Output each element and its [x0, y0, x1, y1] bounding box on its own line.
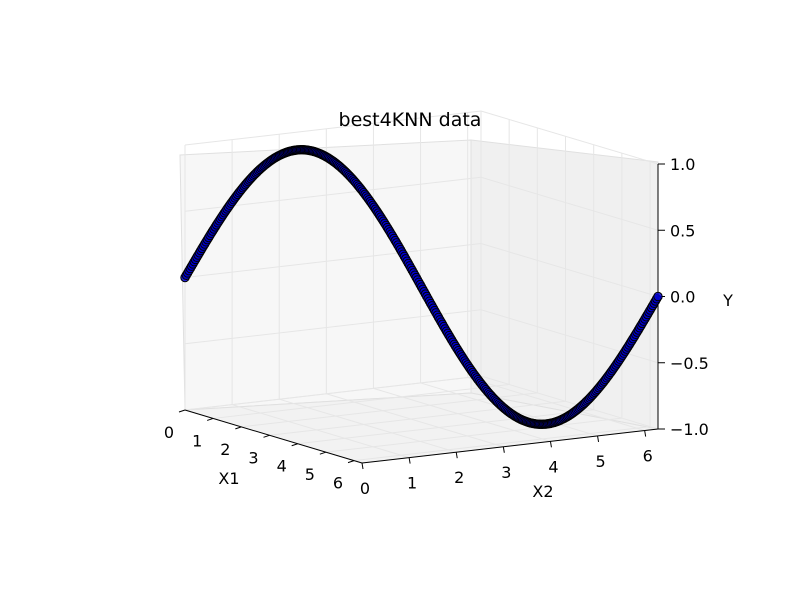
- chart-title: best4KNN data: [339, 109, 482, 131]
- x1-tick-label: 6: [333, 474, 343, 493]
- x2-tick-label: 0: [360, 479, 370, 498]
- x2-tick: [597, 435, 600, 443]
- x1-tick: [319, 451, 327, 455]
- right-wall-grid-line: [480, 243, 659, 297]
- x2-tick-label: 1: [407, 474, 417, 493]
- x1-tick: [291, 443, 298, 447]
- floor-grid-line: [373, 387, 551, 442]
- x1-tick: [263, 434, 270, 438]
- y-tick-label: 0.0: [670, 288, 695, 307]
- x1-axis-label: X1: [218, 469, 239, 488]
- x1-tick-label: 2: [220, 440, 230, 459]
- x2-tick-label: 4: [548, 457, 558, 476]
- x1-tick-label: 5: [305, 465, 315, 484]
- x1-tick-label: 0: [164, 423, 174, 442]
- floor-grid-line: [213, 383, 510, 419]
- data-points: [180, 145, 663, 429]
- right-wall-grid-line: [480, 176, 659, 231]
- x2-tick-label: 5: [595, 452, 605, 471]
- floor-grid-line: [467, 377, 645, 432]
- floor-grid-line: [297, 409, 594, 445]
- x1-tick-label: 4: [277, 457, 287, 476]
- x2-tick: [549, 441, 552, 448]
- right-wall-grid-line: [480, 375, 659, 430]
- floor-grid-line: [325, 417, 622, 453]
- x1-tick-label: 1: [192, 431, 202, 450]
- x1-tick: [235, 426, 242, 430]
- tick-labels: 0 1 2 3 4 5 6 0 1 2 3 4 5 61.00.50.0−0.5−1.0: [164, 155, 709, 498]
- x2-tick: [361, 462, 364, 470]
- left-wall-grid-line: [184, 375, 482, 411]
- data-point: [653, 291, 663, 302]
- x2-axis-line: [361, 428, 659, 464]
- x2-tick: [455, 452, 458, 459]
- y-tick-label: −0.5: [670, 354, 709, 373]
- floor-grid-line: [231, 404, 410, 459]
- left-wall: [179, 139, 472, 411]
- y-tick-label: 0.5: [670, 221, 695, 240]
- x1-tick-label: 3: [248, 448, 258, 467]
- x1-tick: [347, 460, 355, 464]
- left-wall-grid-line: [184, 309, 482, 345]
- left-wall-grid-line: [184, 110, 482, 146]
- x1-tick: [207, 417, 214, 421]
- x2-tick-label: 6: [643, 447, 653, 466]
- y-axis-label: Y: [722, 291, 733, 310]
- y-tick-label: −1.0: [670, 420, 709, 439]
- floor-grid-line: [269, 400, 566, 436]
- x2-tick: [644, 430, 647, 437]
- right-wall-grid-line: [480, 110, 659, 165]
- floor-grid-line: [326, 393, 504, 448]
- floor-grid-line: [353, 426, 651, 462]
- x1-tick: [178, 409, 186, 413]
- x2-tick: [502, 446, 505, 453]
- x2-axis-label: X2: [532, 482, 553, 501]
- x2-tick-label: 3: [501, 463, 511, 482]
- floor-grid-line: [279, 398, 457, 453]
- y-tick-label: 1.0: [670, 155, 695, 174]
- x2-tick: [408, 457, 411, 464]
- x2-tick-label: 2: [454, 468, 464, 487]
- left-wall-grid-line: [184, 243, 482, 278]
- x1-axis-line: [184, 409, 363, 464]
